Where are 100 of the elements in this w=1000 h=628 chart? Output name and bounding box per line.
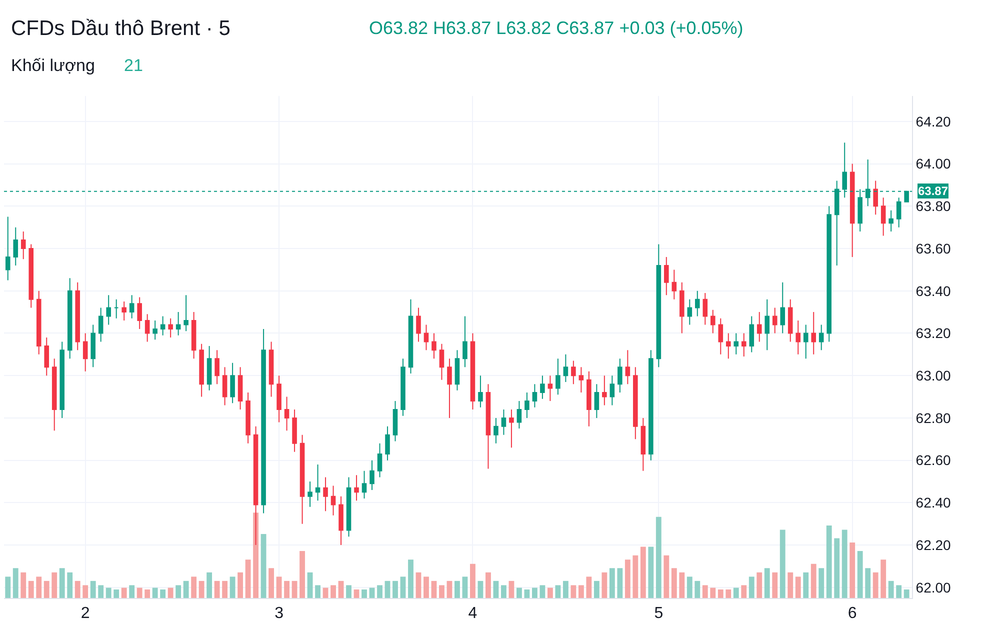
y-tick-label: 63.80	[916, 198, 952, 214]
candlestick	[292, 408, 297, 452]
y-tick-label: 62.00	[916, 579, 952, 596]
bar	[439, 585, 444, 598]
bar	[508, 580, 514, 598]
candlestick	[726, 332, 731, 360]
candlestick	[90, 324, 96, 368]
bar	[826, 525, 832, 598]
bar	[803, 572, 809, 598]
bar	[121, 588, 127, 598]
bar	[392, 580, 398, 598]
bar	[129, 585, 135, 598]
candlestick	[338, 496, 344, 546]
bar	[136, 588, 142, 598]
candlestick	[509, 408, 514, 448]
candlestick	[222, 366, 228, 406]
x-tick-label: 6	[848, 605, 857, 622]
text: 21	[124, 56, 143, 75]
chart-title: Khối lượng	[11, 56, 95, 75]
candlestick	[276, 375, 282, 423]
bar	[624, 560, 630, 598]
bar	[245, 560, 251, 598]
candlestick	[656, 244, 662, 368]
candlestick	[114, 298, 119, 319]
candlestick	[625, 350, 630, 385]
candlestick	[734, 332, 739, 355]
bar	[253, 512, 258, 598]
y-tick-label: 64.00	[916, 156, 952, 172]
candlestick	[672, 269, 677, 300]
candlestick	[416, 307, 421, 342]
candlestick	[524, 392, 530, 418]
candlestick	[640, 417, 646, 472]
bar	[214, 580, 220, 598]
candlestick	[710, 309, 716, 334]
candlestick	[98, 307, 104, 342]
candlestick	[796, 320, 801, 355]
candlestick	[168, 318, 173, 338]
bar	[338, 580, 344, 598]
bar	[268, 568, 274, 598]
bar	[516, 588, 522, 598]
bar	[664, 555, 670, 598]
candlestick	[75, 282, 80, 351]
candlestick	[602, 375, 607, 406]
bar	[446, 580, 452, 598]
bar	[540, 585, 546, 598]
candlestick	[315, 464, 320, 502]
bar	[5, 576, 11, 598]
candlestick	[756, 312, 762, 342]
bar	[276, 576, 282, 598]
bar	[834, 538, 840, 598]
bar	[710, 588, 716, 598]
candlestick	[548, 375, 553, 402]
candlestick	[323, 476, 328, 512]
candlestick	[454, 350, 460, 391]
bar	[594, 580, 600, 598]
x-tick-label: 4	[468, 605, 478, 622]
chart-subtitle: O63.82 H63.87 L63.82 C63.87 +0.03 (+0.05%)	[369, 18, 744, 38]
bar	[362, 589, 367, 598]
bar	[222, 580, 228, 598]
bar	[260, 534, 266, 598]
candlestick	[680, 282, 684, 334]
bar	[818, 568, 824, 598]
candlestick	[540, 375, 545, 400]
bar	[694, 580, 700, 598]
candlestick	[330, 485, 336, 516]
candlestick	[106, 294, 111, 326]
candlestick	[261, 328, 266, 514]
bar	[59, 568, 65, 598]
bar	[292, 580, 298, 598]
bar	[904, 589, 910, 598]
bar	[602, 572, 608, 598]
candlestick	[594, 384, 600, 418]
y-tick-label: 63.20	[916, 325, 952, 342]
candlestick	[370, 460, 374, 490]
y-tick-label: 62.60	[916, 452, 952, 468]
bar	[671, 568, 677, 598]
candlestick	[888, 210, 894, 232]
bar	[230, 576, 236, 598]
candlestick	[246, 392, 250, 444]
bar	[810, 564, 816, 598]
candlestick	[28, 244, 34, 308]
bar	[206, 572, 212, 598]
y-tick-label: 63.60	[916, 240, 952, 256]
bar	[28, 580, 34, 598]
candlestick	[268, 341, 274, 398]
candlestick	[36, 290, 42, 355]
candlestick	[67, 278, 72, 360]
candlestick	[184, 294, 188, 332]
candlestick	[424, 324, 429, 351]
candlestick	[695, 290, 700, 317]
candlestick	[230, 362, 235, 404]
candlestick	[780, 282, 786, 334]
bar	[416, 572, 422, 598]
candlestick	[516, 400, 522, 430]
bar	[493, 580, 499, 598]
bar	[780, 530, 786, 598]
bar	[431, 580, 437, 598]
candlestick	[749, 316, 754, 353]
candlestick	[137, 296, 142, 330]
candlestick	[571, 360, 576, 385]
